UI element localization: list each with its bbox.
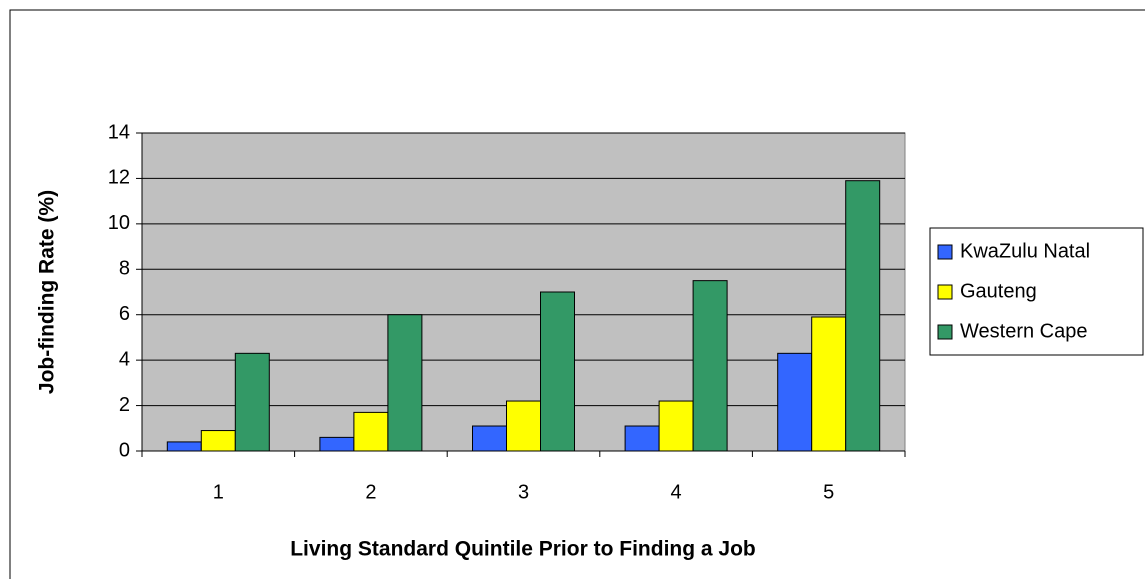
- x-tick-label: 2: [365, 481, 376, 503]
- legend-label: Gauteng: [960, 280, 1037, 302]
- legend-label: KwaZulu Natal: [960, 240, 1090, 262]
- legend-label: Western Cape: [960, 320, 1087, 342]
- y-tick-label: 8: [119, 258, 130, 280]
- x-tick-label: 5: [823, 481, 834, 503]
- bar: [692, 280, 728, 452]
- y-tick-label: 6: [119, 303, 130, 325]
- x-tick-label: 1: [213, 481, 224, 503]
- bar: [624, 425, 660, 452]
- bar: [777, 352, 813, 452]
- bar: [200, 430, 236, 452]
- bar: [234, 352, 270, 452]
- y-tick-label: 2: [119, 394, 130, 416]
- y-tick-label: 10: [108, 212, 130, 234]
- bar: [540, 291, 575, 452]
- x-tick-label: 4: [671, 481, 682, 503]
- y-axis-title: Job-finding Rate (%): [36, 190, 59, 394]
- y-tick-label: 4: [119, 348, 130, 370]
- legend: [929, 227, 1144, 356]
- bar: [319, 436, 355, 452]
- y-tick-label: 12: [108, 167, 130, 189]
- bar: [811, 316, 847, 452]
- bar: [166, 441, 202, 452]
- x-axis-title: Living Standard Quintile Prior to Findin…: [290, 538, 756, 561]
- legend-swatch: [937, 324, 953, 340]
- bar: [845, 180, 881, 452]
- y-tick-label: 0: [119, 439, 130, 461]
- bar: [658, 400, 694, 452]
- bar: [506, 400, 541, 452]
- y-tick-label: 14: [108, 121, 130, 143]
- x-tick-label: 3: [518, 481, 529, 503]
- legend-swatch: [937, 284, 953, 300]
- bar: [387, 314, 423, 452]
- legend-swatch: [937, 244, 953, 260]
- bar: [353, 411, 389, 452]
- bar: [472, 425, 507, 452]
